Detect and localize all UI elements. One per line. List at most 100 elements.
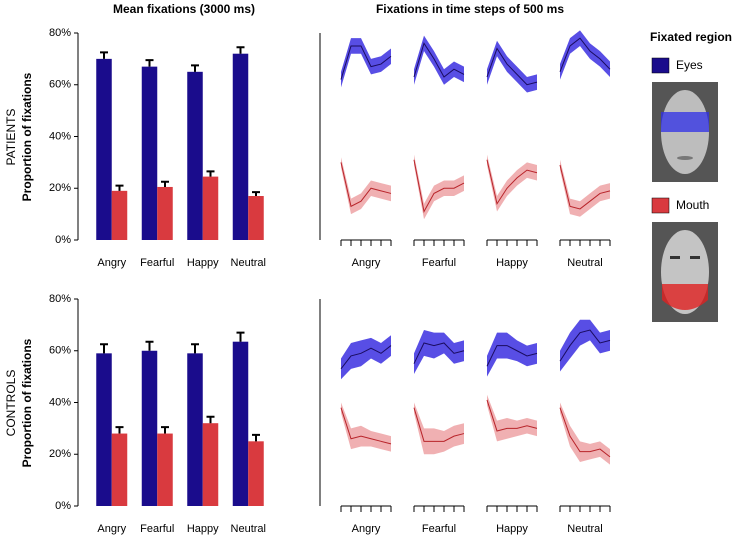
line — [413, 42, 465, 78]
bar — [111, 433, 128, 506]
line — [486, 47, 538, 86]
bar — [96, 353, 112, 506]
column-title: Mean fixations (3000 ms) — [113, 2, 255, 16]
error-bar — [145, 59, 154, 67]
error-band — [341, 402, 391, 452]
error-bar — [191, 64, 199, 72]
x-tick-label: Angry — [97, 523, 126, 535]
error-band — [560, 319, 610, 372]
x-tick-label: Fearful — [140, 257, 174, 269]
error-bar — [252, 433, 260, 442]
line — [413, 342, 465, 364]
x-tick-label: Angry — [352, 523, 381, 535]
y-tick-label: 60% — [49, 345, 71, 357]
legend-label: Mouth — [676, 198, 709, 212]
error-bar — [161, 426, 169, 434]
error-bar — [100, 51, 108, 59]
y-tick-label: 0% — [55, 500, 71, 512]
line — [413, 159, 465, 213]
row-label: PATIENTS — [4, 109, 18, 166]
line — [340, 407, 392, 445]
y-tick-label: 40% — [49, 396, 71, 408]
error-bar — [206, 170, 215, 177]
y-tick-label: 80% — [49, 293, 71, 305]
x-tick-label: Neutral — [231, 257, 266, 269]
error-bar — [100, 343, 108, 354]
x-tick-label: Fearful — [422, 257, 456, 269]
line — [559, 329, 611, 362]
x-tick-label: Fearful — [422, 523, 456, 535]
error-band — [414, 402, 464, 455]
error-bar — [115, 426, 124, 434]
y-tick-label: 80% — [49, 27, 71, 39]
legend-title: Fixated region — [650, 30, 732, 44]
legend-swatch — [651, 57, 670, 74]
error-bar — [206, 415, 215, 424]
y-axis-label: Proportion of fixations — [20, 338, 34, 467]
x-tick-label: Fearful — [140, 523, 174, 535]
x-tick-label: Angry — [97, 257, 126, 269]
line — [340, 45, 392, 80]
error-band — [487, 394, 537, 442]
error-band — [560, 30, 610, 80]
bar — [202, 423, 219, 506]
line — [486, 399, 538, 432]
bar — [141, 350, 158, 506]
line — [413, 407, 465, 442]
bar — [232, 53, 249, 241]
y-tick-label: 20% — [49, 182, 71, 194]
bar — [141, 66, 158, 240]
error-band — [414, 154, 464, 220]
line — [559, 37, 611, 72]
error-bar — [191, 343, 199, 354]
x-tick-label: Angry — [352, 257, 381, 269]
bar — [111, 190, 128, 240]
face-mouth — [652, 222, 718, 322]
error-bar — [115, 184, 124, 191]
error-band — [560, 159, 610, 217]
line — [486, 345, 538, 367]
bar — [248, 196, 264, 240]
legend-label: Eyes — [676, 58, 703, 72]
bar — [96, 58, 112, 240]
bar — [202, 176, 219, 240]
x-tick-label: Happy — [496, 257, 528, 269]
x-tick-label: Neutral — [231, 523, 266, 535]
y-tick-label: 40% — [49, 130, 71, 142]
y-tick-label: 60% — [49, 79, 71, 91]
line — [559, 164, 611, 210]
bar — [157, 186, 173, 240]
y-axis-label: Proportion of fixations — [20, 72, 34, 201]
x-tick-label: Happy — [496, 523, 528, 535]
error-band — [487, 40, 537, 93]
column-title: Fixations in time steps of 500 ms — [376, 2, 564, 16]
face-eyes — [652, 82, 718, 182]
x-tick-label: Happy — [187, 257, 219, 269]
error-bar — [236, 331, 245, 342]
error-bar — [252, 191, 260, 197]
error-band — [341, 157, 391, 215]
line — [486, 159, 538, 206]
line — [340, 345, 392, 370]
y-tick-label: 20% — [49, 448, 71, 460]
error-band — [341, 335, 391, 380]
bar — [232, 341, 249, 506]
bar — [157, 433, 173, 506]
bar — [187, 71, 203, 240]
x-tick-label: Neutral — [567, 257, 602, 269]
legend-swatch — [651, 197, 670, 214]
error-bar — [236, 46, 245, 54]
error-bar — [145, 340, 154, 351]
bar — [187, 353, 203, 506]
x-tick-label: Neutral — [567, 523, 602, 535]
line — [559, 407, 611, 458]
bar — [248, 441, 264, 506]
line — [340, 162, 392, 208]
x-tick-label: Happy — [187, 523, 219, 535]
error-band — [414, 330, 464, 375]
error-band — [487, 332, 537, 377]
error-band — [414, 35, 464, 85]
row-label: CONTROLS — [4, 370, 18, 437]
y-tick-label: 0% — [55, 234, 71, 246]
